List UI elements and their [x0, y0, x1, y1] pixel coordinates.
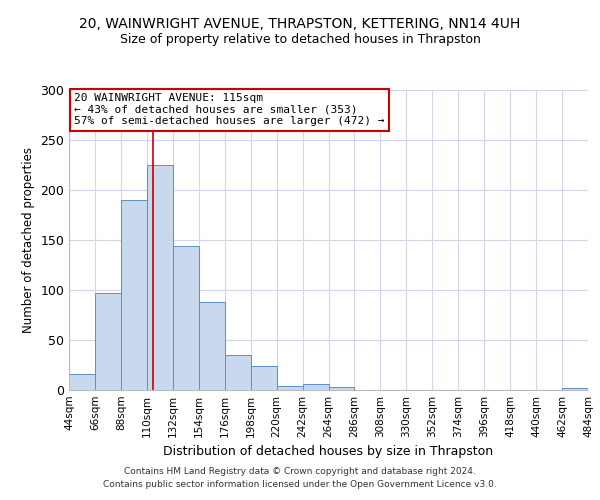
Bar: [199, 302, 224, 390]
Text: Contains public sector information licensed under the Open Government Licence v3: Contains public sector information licen…: [103, 480, 497, 489]
Text: Size of property relative to detached houses in Thrapston: Size of property relative to detached ho…: [119, 32, 481, 46]
Bar: [147, 165, 173, 390]
Bar: [562, 388, 588, 390]
X-axis label: Distribution of detached houses by size in Thrapston: Distribution of detached houses by size …: [163, 446, 494, 458]
Y-axis label: Number of detached properties: Number of detached properties: [22, 147, 35, 333]
Bar: [277, 386, 302, 390]
Bar: [95, 293, 121, 390]
Bar: [224, 355, 251, 390]
Text: 20, WAINWRIGHT AVENUE, THRAPSTON, KETTERING, NN14 4UH: 20, WAINWRIGHT AVENUE, THRAPSTON, KETTER…: [79, 18, 521, 32]
Bar: [251, 366, 277, 390]
Bar: [302, 384, 329, 390]
Bar: [329, 387, 355, 390]
Bar: [121, 200, 147, 390]
Bar: [69, 374, 95, 390]
Text: 20 WAINWRIGHT AVENUE: 115sqm
← 43% of detached houses are smaller (353)
57% of s: 20 WAINWRIGHT AVENUE: 115sqm ← 43% of de…: [74, 93, 385, 126]
Text: Contains HM Land Registry data © Crown copyright and database right 2024.: Contains HM Land Registry data © Crown c…: [124, 467, 476, 476]
Bar: [173, 246, 199, 390]
